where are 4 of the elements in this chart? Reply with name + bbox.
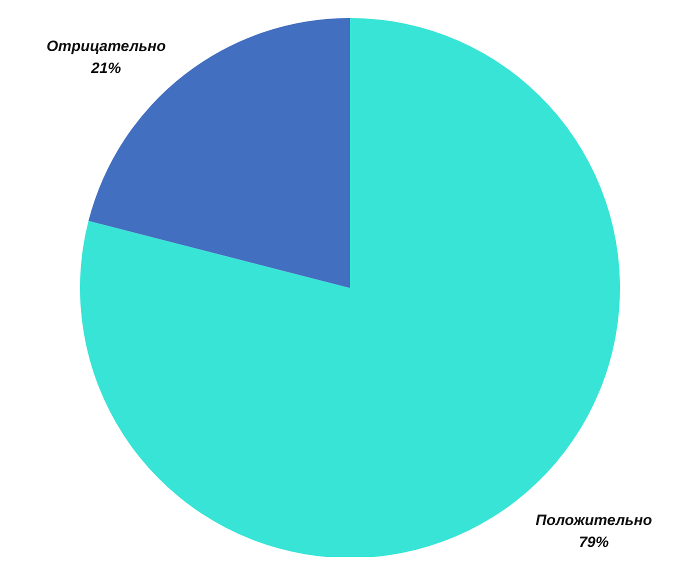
data-label: 21% xyxy=(90,60,122,77)
data-label: 79% xyxy=(578,534,609,552)
slice-label: Отрицательно xyxy=(46,38,166,55)
slice-label: Положительно xyxy=(536,512,652,530)
